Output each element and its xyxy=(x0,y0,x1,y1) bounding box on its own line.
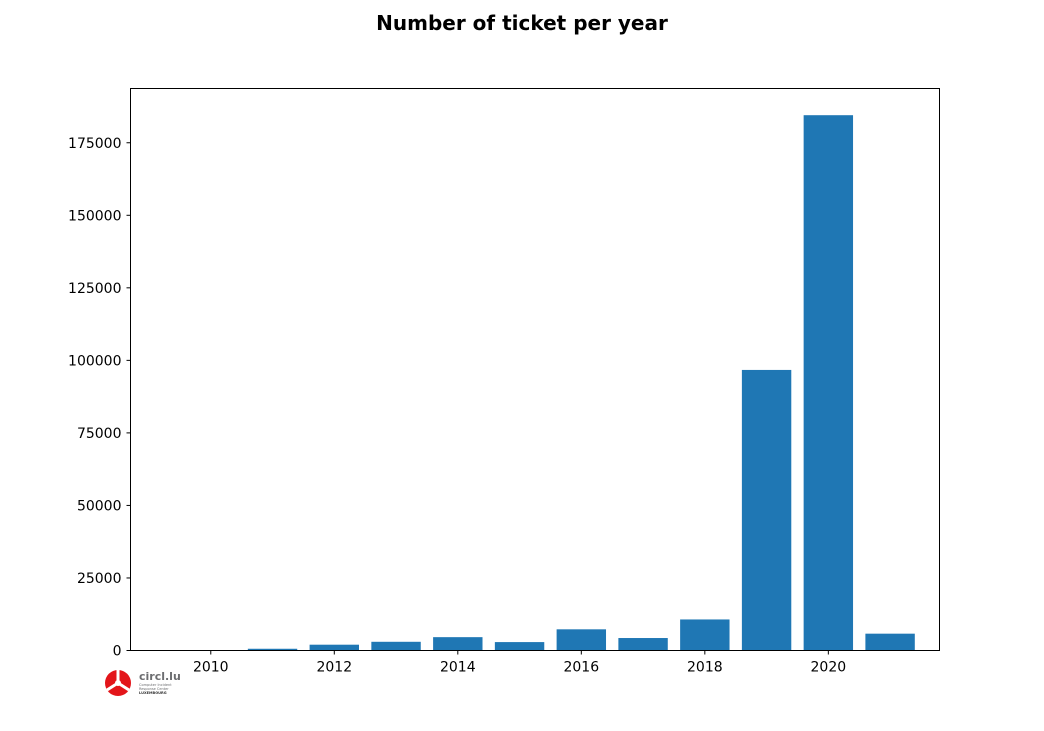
y-tick-label: 75000 xyxy=(77,426,122,442)
x-tick-label: 2014 xyxy=(440,660,476,676)
plot-frame xyxy=(130,88,940,651)
y-tick-label: 100000 xyxy=(68,353,121,369)
axes-group: 2010 2012 2014 2016 2018 2020 0 25000 50000 75000… xyxy=(68,136,846,676)
bar-2015 xyxy=(494,642,545,651)
bar-2017 xyxy=(618,638,668,651)
bar-2019 xyxy=(741,369,792,651)
bar-2018 xyxy=(680,619,730,651)
bar-2016 xyxy=(556,629,607,651)
y-tick-label: 50000 xyxy=(77,498,122,514)
logo-line2: Response Center xyxy=(139,687,169,691)
circl-logo: circl.lu Computer Incident Response Cent… xyxy=(105,670,181,696)
circl-logo-icon xyxy=(105,670,131,696)
bar-2014 xyxy=(433,637,483,651)
y-tick-label: 0 xyxy=(113,644,122,660)
y-tick-label: 125000 xyxy=(68,281,121,297)
x-tick-label: 2018 xyxy=(687,660,723,676)
bar-2012 xyxy=(309,644,359,651)
bar-2013 xyxy=(371,641,421,651)
y-tick-label: 25000 xyxy=(77,571,122,587)
bar-2020 xyxy=(803,115,854,651)
bar-2011 xyxy=(247,648,298,651)
x-tick-label: 2016 xyxy=(563,660,599,676)
logo-line3: LUXEMBOURG xyxy=(139,691,167,695)
logo-name: circl.lu xyxy=(139,670,181,683)
x-tick-label: 2010 xyxy=(193,660,229,676)
chart-title: Number of ticket per year xyxy=(376,11,668,35)
bars-group xyxy=(247,115,915,651)
logo-line1: Computer Incident xyxy=(139,683,172,687)
bar-2021 xyxy=(865,633,915,651)
y-tick-label: 150000 xyxy=(68,208,121,224)
x-tick-label: 2020 xyxy=(811,660,847,676)
y-tick-label: 175000 xyxy=(68,136,121,152)
x-tick-label: 2012 xyxy=(316,660,352,676)
